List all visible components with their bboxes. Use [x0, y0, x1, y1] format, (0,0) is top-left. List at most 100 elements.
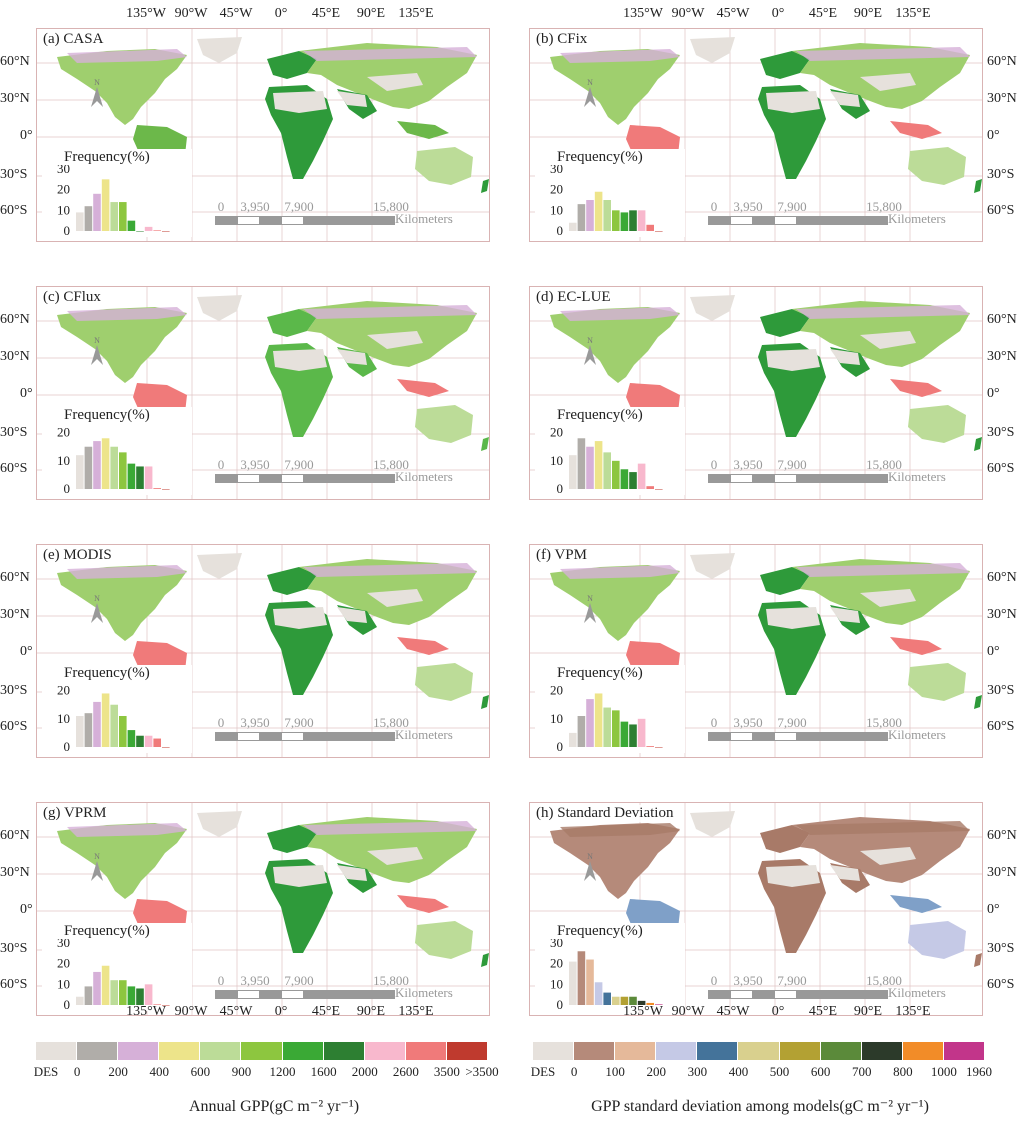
- lat-label: 60°S: [987, 203, 1015, 218]
- boreal-band: [560, 47, 970, 63]
- freq-tick-label: 10: [57, 453, 70, 468]
- north-arrow-icon: N: [584, 852, 596, 881]
- scale-bar-segment: [215, 216, 239, 225]
- scale-tick-label: 7,900: [777, 973, 807, 988]
- lat-label: 30°N: [0, 91, 30, 106]
- boreal-band: [560, 563, 970, 579]
- freq-bar: [569, 222, 577, 231]
- lat-label: 30°S: [0, 941, 28, 956]
- lon-label: 0°: [274, 1004, 288, 1019]
- freq-bar: [646, 1002, 654, 1005]
- landmass: [690, 37, 735, 63]
- freq-bar: [144, 735, 153, 747]
- legend-tick: 500: [769, 1064, 790, 1079]
- landmass: [974, 179, 982, 193]
- legend-tick: 1000: [930, 1064, 957, 1079]
- desert-area: [337, 349, 367, 365]
- lon-label: 45°W: [219, 6, 253, 21]
- freq-tick-label: 20: [550, 425, 563, 440]
- map-panel-c: (c) CFlux N Frequency(%) 20 10 0 0 3,950 7,900 15…: [36, 286, 490, 500]
- landmass: [550, 307, 680, 383]
- freq-tick-label: 20: [57, 683, 70, 698]
- scale-bar: 0 3,950 7,900 15,800 Kilometers: [215, 715, 465, 755]
- north-label: N: [587, 594, 593, 603]
- scale-bar: 0 3,950 7,900 15,800 Kilometers: [708, 199, 958, 239]
- landmass: [267, 567, 317, 595]
- freq-bar: [655, 231, 663, 232]
- frequency-inset: Frequency(%) 30 20 10 0: [42, 149, 192, 237]
- scale-tick-label: 7,900: [284, 973, 314, 988]
- scale-bar-segment: [303, 216, 395, 225]
- legend-tick: 1200: [269, 1064, 296, 1079]
- lat-label: 0°: [987, 902, 1000, 917]
- landmass: [908, 663, 966, 701]
- scale-tick-label: 3,950: [733, 715, 763, 730]
- landmass: [760, 309, 810, 337]
- desert-area: [830, 349, 860, 365]
- lat-label: 60°S: [987, 977, 1015, 992]
- scale-unit: Kilometers: [395, 985, 453, 1000]
- freq-bar: [612, 710, 620, 747]
- map-panel-b: (b) CFix N Frequency(%) 30 20 10 0 0 3,950 7,900 1…: [529, 28, 983, 242]
- lon-label: 90°W: [174, 1004, 208, 1019]
- north-label: N: [94, 594, 100, 603]
- legend-tick: 0: [73, 1064, 81, 1079]
- lon-label: 135°E: [398, 6, 434, 21]
- lat-label: 60°S: [0, 977, 28, 992]
- lat-label: 60°S: [0, 719, 28, 734]
- freq-bar: [101, 693, 110, 747]
- frequency-inset: Frequency(%) 30 20 10 0: [42, 923, 192, 1011]
- lat-label: 60°N: [0, 312, 30, 327]
- landmass: [397, 895, 449, 913]
- scale-unit: Kilometers: [888, 469, 946, 484]
- landmass: [481, 953, 489, 967]
- freq-tick-label: 0: [557, 997, 564, 1011]
- scale-tick-label: 0: [710, 715, 718, 730]
- scale-bar: 0 3,950 7,900 15,800 Kilometers: [215, 199, 465, 239]
- landmass: [908, 147, 966, 185]
- freq-bar: [603, 200, 611, 231]
- lon-label: 135°W: [623, 1004, 663, 1019]
- landmass: [890, 121, 942, 139]
- scale-tick-label: 0: [217, 199, 225, 214]
- freq-tick-label: 0: [64, 739, 71, 753]
- freq-tick-label: 30: [550, 939, 563, 950]
- desert-area: [273, 865, 327, 887]
- legend-swatch: [405, 1042, 447, 1060]
- freq-bar: [136, 988, 144, 1005]
- landmass: [760, 51, 810, 79]
- desert-area: [766, 349, 820, 371]
- lat-label: 30°S: [987, 941, 1015, 956]
- freq-tick-label: 0: [557, 481, 564, 495]
- scale-bar-segment: [708, 990, 732, 999]
- freq-bar: [646, 224, 654, 231]
- freq-bar: [612, 460, 620, 489]
- desert-area: [337, 91, 367, 107]
- map-panel-d: (d) EC-LUE N Frequency(%) 20 10 0 0 3,950 7,900 1…: [529, 286, 983, 500]
- desert-area: [830, 865, 860, 881]
- freq-bar: [637, 718, 646, 747]
- freq-bar: [119, 980, 127, 1005]
- boreal-band: [67, 47, 477, 63]
- north-arrow-icon: N: [91, 852, 103, 881]
- legend-swatch: [615, 1042, 657, 1060]
- north-label: N: [587, 336, 593, 345]
- freq-bar: [612, 210, 620, 231]
- scale-bar: 0 3,950 7,900 15,800 Kilometers: [708, 973, 958, 1013]
- landmass: [550, 565, 680, 641]
- map-panel-g: (g) VPRM N Frequency(%) 30 20 10 0 0 3,950 7,900 1…: [36, 802, 490, 1016]
- scale-tick-label: 7,900: [777, 199, 807, 214]
- lat-label: 30°N: [987, 865, 1017, 880]
- scale-tick-label: 15,800: [373, 457, 409, 472]
- freq-bar: [119, 716, 127, 747]
- freq-bar: [127, 986, 136, 1005]
- freq-bar: [76, 212, 84, 231]
- freq-bar: [76, 996, 84, 1005]
- north-arrow-icon: N: [91, 336, 103, 365]
- scale-bar-segment: [730, 474, 754, 483]
- lon-label: 135°E: [398, 1004, 434, 1019]
- freq-bar: [594, 982, 603, 1005]
- scale-tick-label: 0: [710, 199, 718, 214]
- scale-bar-segment: [796, 732, 888, 741]
- legend-tick: 200: [646, 1064, 667, 1079]
